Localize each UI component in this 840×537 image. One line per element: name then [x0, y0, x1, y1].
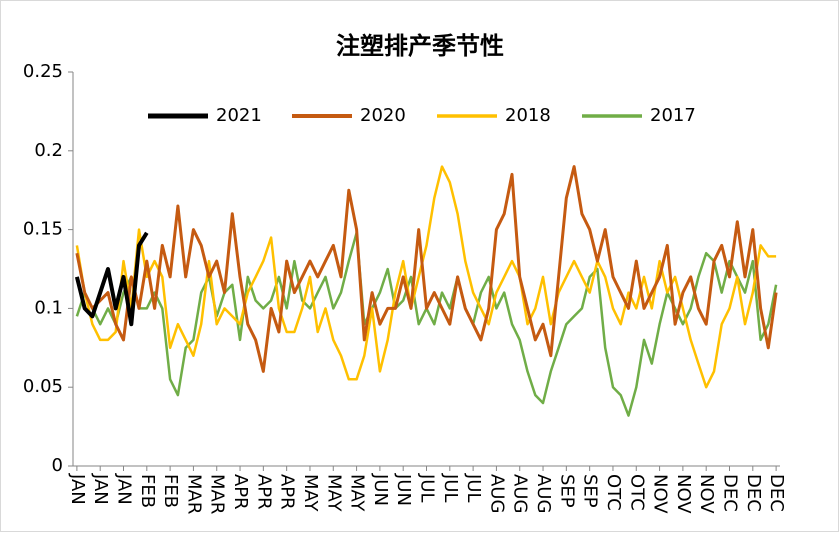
x-tick-label: AUG — [510, 474, 531, 513]
series-line — [75, 165, 777, 389]
x-tick-label: OTC — [603, 474, 624, 511]
x-tick-label: JUN — [393, 473, 414, 506]
x-tick-label: APR — [253, 474, 274, 510]
x-tick-label: DEC — [766, 474, 787, 512]
x-tick-label: FEB — [137, 474, 158, 508]
legend-label: 2021 — [216, 105, 262, 126]
x-tick-label: MAY — [300, 474, 321, 512]
x-tick-label: MAY — [323, 474, 344, 512]
y-tick-label: 0.15 — [23, 219, 63, 240]
x-tick-label: OTC — [626, 474, 647, 511]
legend-label: 2018 — [505, 105, 551, 126]
x-tick-label: MAY — [347, 474, 368, 512]
x-tick-label: JAN — [90, 473, 111, 505]
y-tick-label: 0 — [52, 455, 63, 476]
x-tick-label: MAR — [207, 474, 228, 514]
legend-label: 2020 — [360, 105, 406, 126]
x-tick-label: JUL — [417, 473, 438, 503]
x-tick-label: APR — [277, 474, 298, 510]
x-tick-label: APR — [230, 474, 251, 510]
x-tick-label: JAN — [67, 473, 88, 505]
y-tick-label: 0.2 — [34, 140, 63, 161]
chart-title: 注塑排产季节性 — [336, 32, 504, 60]
y-tick-label: 0.05 — [23, 376, 63, 397]
y-tick-label: 0.1 — [34, 297, 63, 318]
legend-label: 2017 — [650, 105, 696, 126]
y-tick-label: 0.25 — [23, 61, 63, 82]
x-tick-label: NOV — [696, 474, 717, 514]
x-tick-label: JUN — [370, 473, 391, 506]
x-tick-label: NOV — [673, 474, 694, 514]
x-tick-label: SEP — [580, 474, 601, 508]
x-tick-label: DEC — [743, 474, 764, 512]
series-line — [74, 231, 149, 327]
x-tick-label: NOV — [650, 474, 671, 514]
x-tick-label: JAN — [114, 473, 135, 505]
x-tick-label: AUG — [486, 474, 507, 513]
x-tick-label: JUL — [440, 473, 461, 503]
x-tick-label: FEB — [160, 474, 181, 508]
x-tick-label: SEP — [556, 474, 577, 508]
x-tick-label: DEC — [720, 474, 741, 512]
x-tick-label: MAR — [183, 474, 204, 514]
x-tick-label: JUL — [463, 473, 484, 503]
series-line — [75, 165, 778, 373]
x-tick-label: AUG — [533, 474, 554, 513]
